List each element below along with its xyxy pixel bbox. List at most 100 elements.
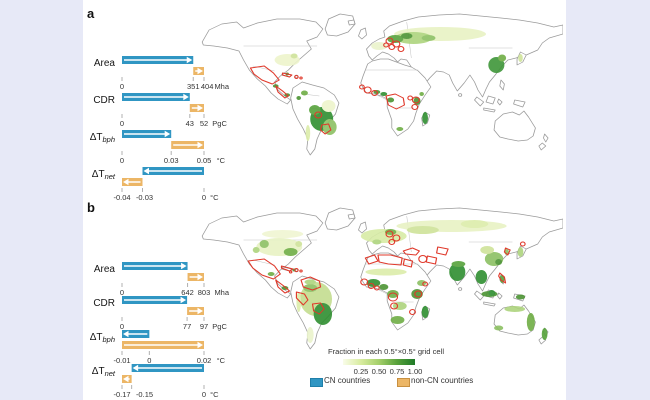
axis-tick-label: 0 bbox=[202, 193, 206, 202]
row-plot-tnet: -0.17 -0.15 0 °C bbox=[113, 364, 219, 399]
axis-unit-label: °C bbox=[217, 156, 226, 165]
panel-a-bar-chart: Area 0 351 404 Mha CDR 0 43 52 PgC ΔTbph 0 0.03 0.05 °… bbox=[84, 53, 262, 213]
panel-a-label: a bbox=[87, 6, 95, 21]
axis-tick-label: 803 bbox=[198, 288, 211, 297]
axis-tick-label: 77 bbox=[183, 322, 191, 331]
row-label-tnet: ΔTnet bbox=[84, 366, 115, 378]
non-cn-country-outlines-b bbox=[247, 230, 526, 315]
map-color-legend-title: Fraction in each 0.5°×0.5° grid cell bbox=[327, 347, 445, 356]
axis-tick-label: -0.15 bbox=[136, 390, 153, 399]
bar-arrow-head bbox=[181, 262, 187, 270]
afforestation-fraction-shading-b bbox=[252, 220, 548, 343]
panel-b-bar-chart: Area 0 642 803 Mha CDR 0 77 97 PgC ΔTbph -0.01 0 0.02… bbox=[84, 259, 262, 399]
row-label-text: CDR bbox=[93, 298, 115, 309]
non-cn-countries-label: non-CN countries bbox=[411, 376, 474, 385]
row-label-text: ΔT bbox=[89, 132, 103, 143]
cn-countries-label: CN countries bbox=[324, 376, 371, 385]
axis-tick-label: 0 bbox=[120, 82, 124, 91]
axis-unit-label: Mha bbox=[214, 82, 229, 91]
axis-unit-label: PgC bbox=[212, 119, 227, 128]
bar-row-tnet: ΔTnet -0.17 -0.15 0 °C bbox=[84, 361, 262, 400]
cn-countries-swatch bbox=[310, 378, 323, 387]
bar-arrow-head bbox=[197, 141, 203, 149]
axis-tick-label: 351 bbox=[187, 82, 200, 91]
axis-tick-label: 0.03 bbox=[164, 156, 179, 165]
row-plot-area: 0 351 404 Mha bbox=[120, 56, 230, 91]
axis-unit-label: Mha bbox=[214, 288, 229, 297]
gradient-tick-label: 1.00 bbox=[407, 367, 423, 376]
axis-tick-label: 0.02 bbox=[197, 356, 212, 365]
row-plot-cdr: 0 77 97 PgC bbox=[120, 296, 227, 331]
row-label-area: Area bbox=[84, 264, 115, 276]
row-label-text: Area bbox=[93, 58, 115, 69]
axis-tick-label: 0 bbox=[147, 356, 151, 365]
row-label-tbph: ΔTbph bbox=[84, 332, 115, 344]
row-plot-cdr: 0 43 52 PgC bbox=[120, 93, 227, 128]
axis-tick-label: -0.17 bbox=[113, 390, 130, 399]
axis-tick-label: 52 bbox=[200, 119, 208, 128]
gradient-tick-label: 0.50 bbox=[371, 367, 387, 376]
bar-arrow-head bbox=[123, 330, 129, 338]
axis-unit-label: PgC bbox=[212, 322, 227, 331]
axis-tick-label: -0.04 bbox=[113, 193, 130, 202]
panel-b-world-map bbox=[201, 207, 563, 350]
axis-unit-label: °C bbox=[210, 390, 219, 399]
bar-arrow-head bbox=[197, 67, 203, 75]
axis-tick-label: 404 bbox=[201, 82, 214, 91]
row-label-text: ΔT bbox=[89, 332, 103, 343]
bar-row-area: Area 0 351 404 Mha bbox=[84, 53, 262, 93]
row-plot-area: 0 642 803 Mha bbox=[120, 262, 230, 297]
axis-tick-label: 0 bbox=[120, 119, 124, 128]
row-label-subscript: net bbox=[104, 369, 115, 378]
non-cn-country-outlines-a bbox=[249, 37, 420, 135]
row-label-area: Area bbox=[84, 58, 115, 70]
axis-unit-label: °C bbox=[217, 356, 226, 365]
bar-row-cdr: CDR 0 77 97 PgC bbox=[84, 293, 262, 333]
gradient-tick-label: 0.75 bbox=[389, 367, 405, 376]
bar-arrow-head bbox=[164, 130, 171, 138]
axis-unit-label: °C bbox=[210, 193, 219, 202]
bar-arrow-head bbox=[197, 307, 203, 315]
bar-row-tbph: ΔTbph 0 0.03 0.05 °C bbox=[84, 127, 262, 167]
panel-a-world-map bbox=[201, 13, 563, 156]
afforestation-fraction-shading-a bbox=[272, 27, 523, 141]
axis-tick-label: 0 bbox=[202, 390, 206, 399]
bar-arrow-head bbox=[197, 273, 203, 281]
row-label-subscript: net bbox=[104, 172, 115, 181]
color-gradient-ticks: 0.25 0.50 0.75 1.00 bbox=[343, 367, 423, 377]
bar-arrow-head bbox=[143, 167, 149, 175]
row-plot-tbph: -0.01 0 0.02 °C bbox=[113, 330, 226, 365]
bar-arrow-head bbox=[186, 56, 193, 64]
bar-arrow-head bbox=[180, 296, 187, 304]
axis-tick-label: 0 bbox=[120, 322, 124, 331]
bar-arrow-head bbox=[123, 178, 129, 186]
axis-tick-label: 43 bbox=[186, 119, 194, 128]
row-plot-tnet: -0.04 -0.03 0 °C bbox=[113, 167, 219, 202]
row-label-text: CDR bbox=[93, 95, 115, 106]
bar-arrow-head bbox=[197, 341, 203, 349]
row-label-tnet: ΔTnet bbox=[84, 169, 115, 181]
bar-row-tnet: ΔTnet -0.04 -0.03 0 °C bbox=[84, 164, 262, 204]
axis-tick-label: 0 bbox=[120, 288, 124, 297]
row-label-text: ΔT bbox=[91, 366, 105, 377]
bar-arrow-head bbox=[183, 93, 189, 101]
non-cn-countries-swatch bbox=[397, 378, 410, 387]
row-label-tbph: ΔTbph bbox=[84, 132, 115, 144]
panel-b-label: b bbox=[87, 200, 95, 215]
gradient-tick-label: 0.25 bbox=[353, 367, 369, 376]
axis-tick-label: -0.03 bbox=[136, 193, 153, 202]
row-plot-tbph: 0 0.03 0.05 °C bbox=[120, 130, 226, 165]
row-label-subscript: bph bbox=[102, 135, 115, 144]
row-label-cdr: CDR bbox=[84, 298, 115, 310]
bar-row-tbph: ΔTbph -0.01 0 0.02 °C bbox=[84, 327, 262, 367]
bar-arrow-head bbox=[123, 375, 129, 383]
bar-row-cdr: CDR 0 43 52 PgC bbox=[84, 90, 262, 130]
axis-tick-label: 0.05 bbox=[197, 156, 212, 165]
color-gradient-bar bbox=[343, 359, 415, 365]
row-label-cdr: CDR bbox=[84, 95, 115, 107]
row-label-subscript: bph bbox=[102, 335, 115, 344]
axis-tick-label: 642 bbox=[181, 288, 194, 297]
axis-tick-label: 97 bbox=[200, 322, 208, 331]
row-label-text: Area bbox=[93, 264, 115, 275]
